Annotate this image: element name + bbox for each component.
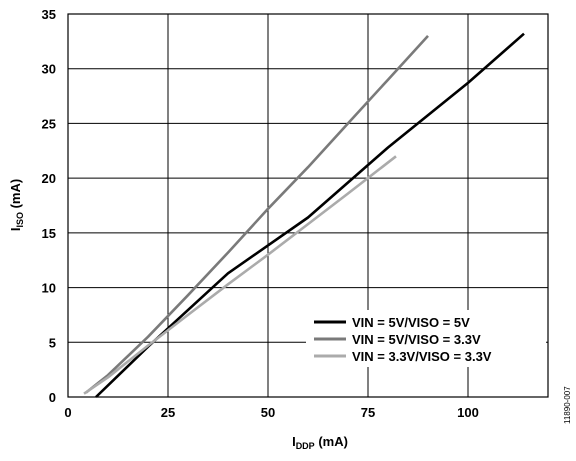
legend-entry-3: VIN = 3.3V/VISO = 3.3V — [352, 349, 492, 364]
y-tick-label: 0 — [49, 390, 56, 405]
axis-labels: IDDP (mA) IISO (mA) 11890-007 — [8, 179, 572, 451]
y-tick-label: 35 — [42, 7, 56, 22]
plot-frame — [67, 13, 549, 398]
x-axis-label: IDDP (mA) — [292, 434, 348, 451]
y-tick-label: 20 — [42, 171, 56, 186]
legend-entry-1: VIN = 5V/VISO = 5V — [352, 315, 470, 330]
legend: VIN = 5V/VISO = 5V VIN = 5V/VISO = 3.3V VI… — [306, 310, 546, 367]
x-tick-label: 100 — [457, 405, 479, 420]
series-line-3 — [83, 155, 397, 395]
legend-entry-2: VIN = 5V/VISO = 3.3V — [352, 332, 481, 347]
x-tick-label: 75 — [361, 405, 375, 420]
series-lines — [83, 32, 525, 398]
x-tick-label: 25 — [161, 405, 175, 420]
y-tick-label: 25 — [42, 116, 56, 131]
series-line-2 — [85, 35, 429, 394]
y-tick-label: 10 — [42, 281, 56, 296]
y-axis-label: IISO (mA) — [8, 179, 25, 231]
x-tick-label: 50 — [261, 405, 275, 420]
figure-id-note: 11890-007 — [563, 386, 572, 424]
x-tick-label: 0 — [64, 405, 71, 420]
y-tick-label: 15 — [42, 226, 56, 241]
axes: 0 25 50 75 100 0 5 10 15 20 25 30 35 — [42, 7, 549, 420]
y-tick-label: 30 — [42, 62, 56, 77]
y-tick-label: 5 — [49, 335, 56, 350]
